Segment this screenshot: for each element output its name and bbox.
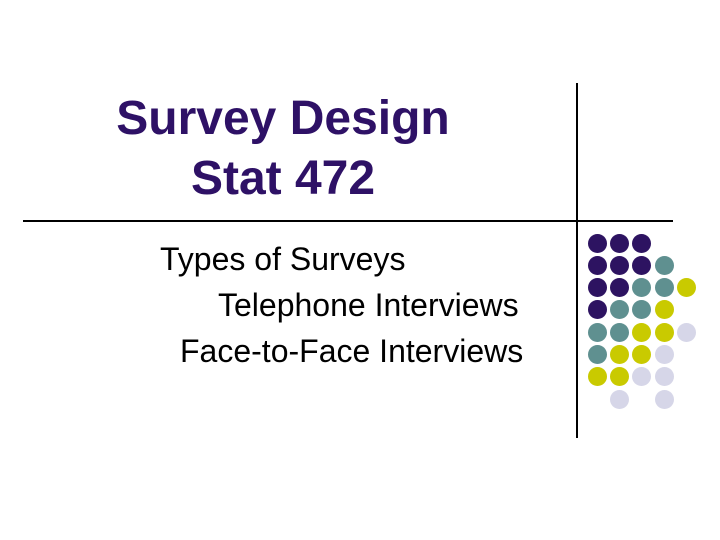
decorative-dot bbox=[587, 300, 607, 320]
body-text-line: Telephone Interviews bbox=[218, 287, 519, 323]
body-text-line: Face-to-Face Interviews bbox=[180, 333, 524, 369]
decorative-dot bbox=[654, 278, 674, 298]
decorative-dot bbox=[654, 322, 674, 342]
decorative-dot bbox=[587, 278, 607, 298]
decorative-dot bbox=[677, 278, 697, 298]
decorative-dot bbox=[587, 367, 607, 387]
decorative-dot bbox=[609, 300, 629, 320]
slide-title-line-1: Survey Design bbox=[116, 92, 450, 145]
decorative-dot bbox=[654, 300, 674, 320]
body-text-line: Types of Surveys bbox=[160, 241, 406, 277]
decorative-dot bbox=[632, 278, 652, 298]
decorative-dot bbox=[677, 322, 697, 342]
slide-title: Survey Design Stat 472 bbox=[0, 89, 566, 209]
decorative-dot bbox=[632, 233, 652, 253]
decorative-dot bbox=[632, 300, 652, 320]
decorative-dot bbox=[609, 322, 629, 342]
slide-body: Types of Surveys Telephone Interviews Fa… bbox=[0, 236, 576, 374]
decorative-dot bbox=[609, 278, 629, 298]
slide-title-line-2: Stat 472 bbox=[190, 152, 376, 205]
decorative-dot bbox=[654, 345, 674, 364]
decorative-dot bbox=[587, 233, 607, 253]
decorative-dot bbox=[632, 322, 652, 342]
decorative-dot bbox=[609, 255, 629, 275]
decorative-dot bbox=[654, 389, 674, 409]
decorative-dot bbox=[609, 233, 629, 253]
decorative-dot bbox=[609, 367, 629, 387]
decorative-dot-pattern bbox=[580, 228, 710, 418]
decorative-dot bbox=[609, 345, 629, 364]
decorative-dot bbox=[632, 255, 652, 275]
decorative-dot bbox=[609, 389, 629, 409]
decorative-dot bbox=[632, 345, 652, 364]
decorative-dot bbox=[632, 367, 652, 387]
decorative-dot bbox=[654, 255, 674, 275]
decorative-dot bbox=[587, 322, 607, 342]
horizontal-divider-line bbox=[23, 220, 673, 222]
decorative-dot bbox=[587, 345, 607, 364]
decorative-dot bbox=[587, 255, 607, 275]
decorative-dot bbox=[654, 367, 674, 387]
vertical-divider-line bbox=[576, 83, 578, 438]
